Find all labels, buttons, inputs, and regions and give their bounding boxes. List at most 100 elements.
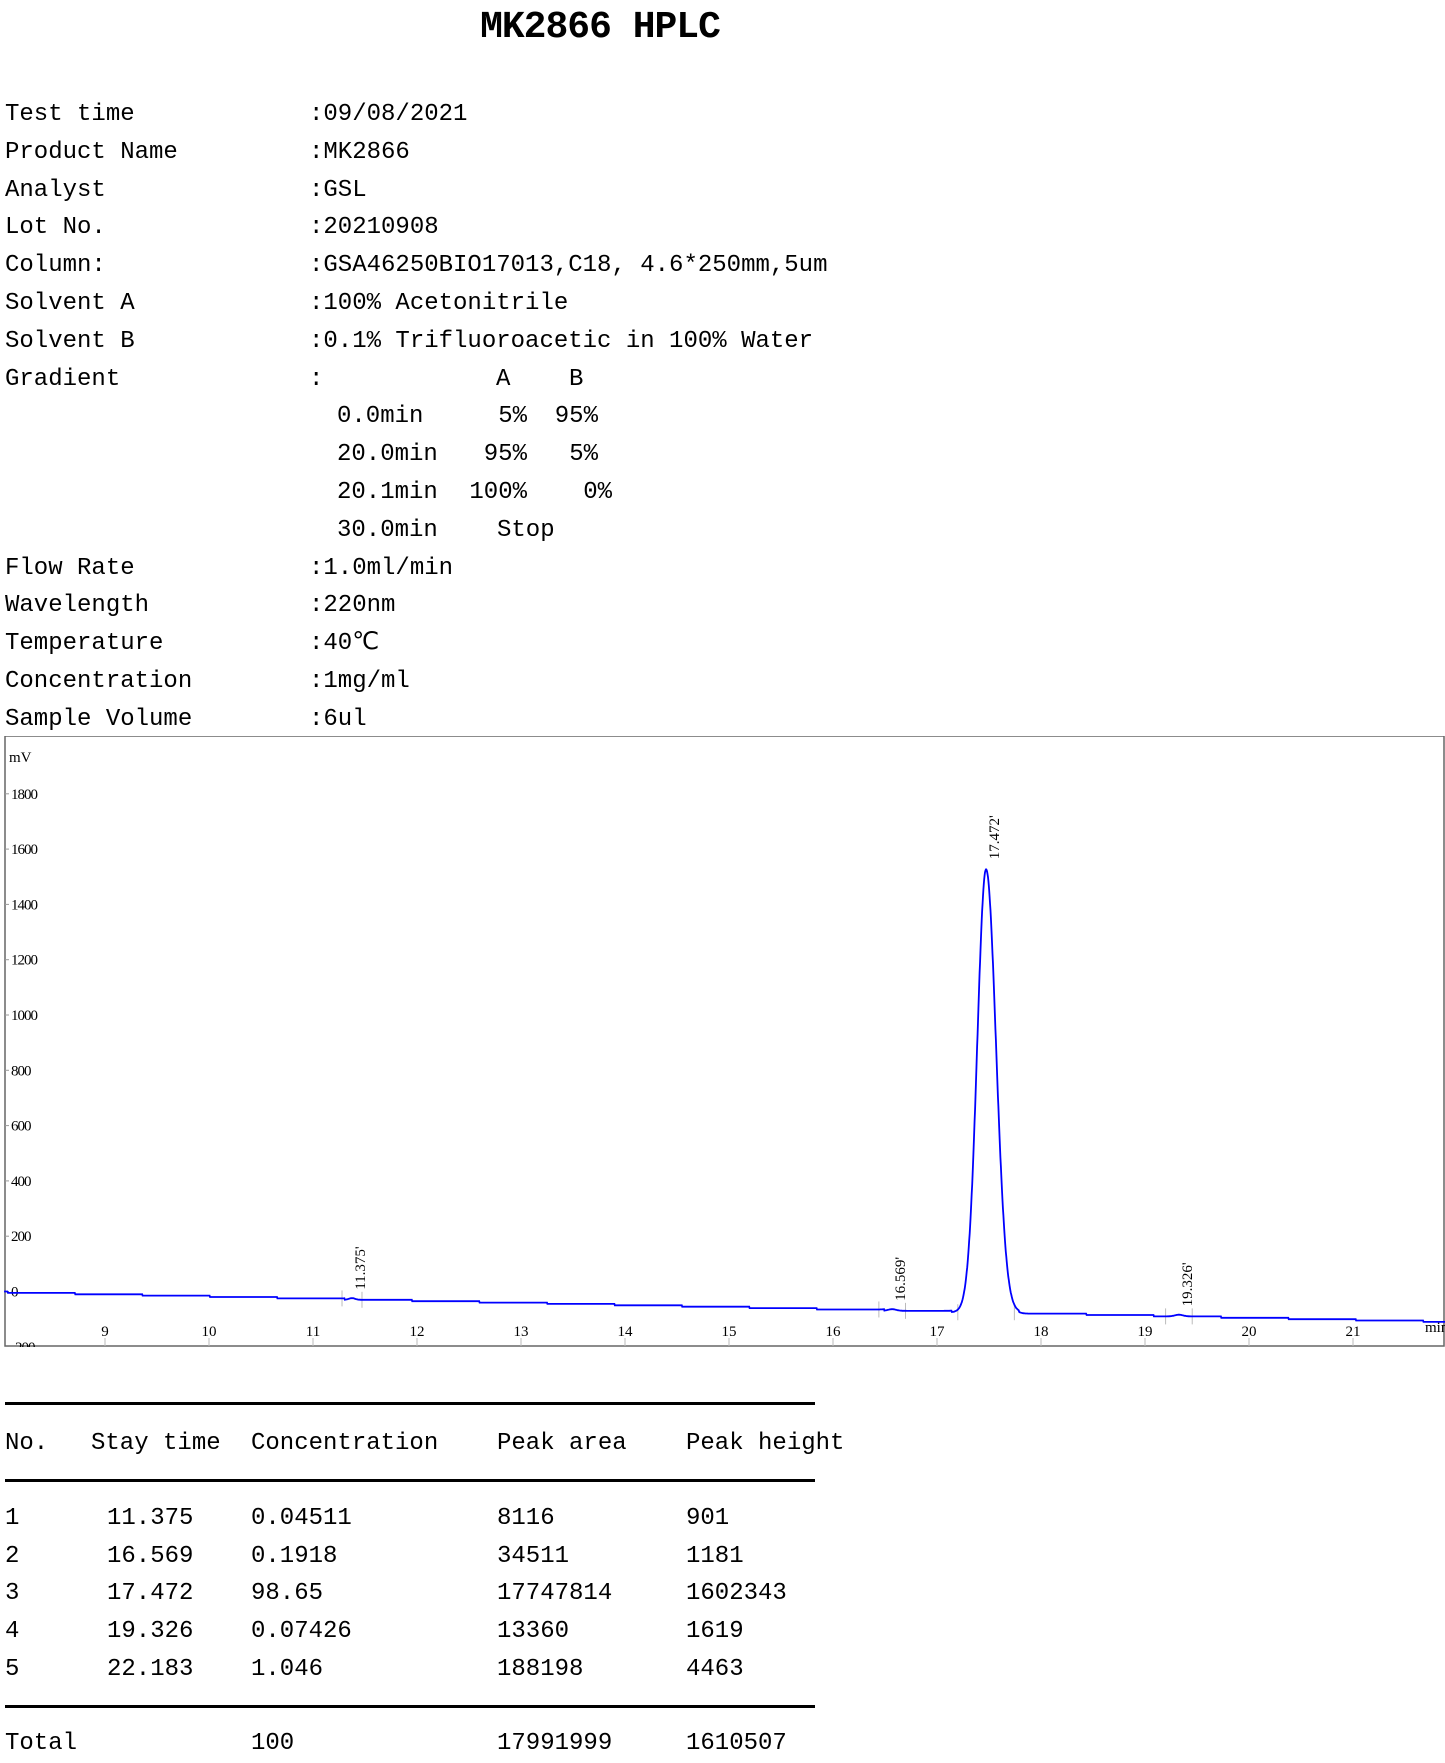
peak-label: 19.326': [1180, 1262, 1196, 1306]
peak-label: 16.569': [893, 1257, 909, 1301]
y-axis-label: mV: [9, 750, 32, 766]
cell-stay-time: 19.326: [107, 1618, 194, 1646]
cell-peak-area: 34511: [497, 1542, 570, 1570]
total-concentration: 100: [251, 1730, 295, 1757]
info-value: :MK2866: [309, 138, 410, 166]
cell-peak-height: 4463: [686, 1655, 744, 1683]
info-label: Gradient: [5, 365, 121, 393]
peak-label: 17.472': [987, 815, 1003, 859]
cell-concentration: 98.65: [251, 1580, 324, 1608]
total-peak-height: 1610507: [686, 1730, 787, 1757]
cell-peak-area: 8116: [497, 1505, 555, 1532]
cell-no: 5: [5, 1655, 20, 1683]
x-tick-label: 9: [101, 1324, 109, 1340]
x-tick-label: 21: [1346, 1324, 1361, 1340]
x-tick-label: 20: [1242, 1324, 1257, 1340]
cell-peak-area: 17747814: [497, 1580, 613, 1608]
cell-concentration: 0.07426: [251, 1618, 352, 1646]
info-value: :GSA46250BIO17013,C18, 4.6*250mm,5um: [309, 252, 828, 280]
y-tick-label: 400: [11, 1174, 31, 1190]
header-no: No.: [5, 1430, 49, 1457]
gradient-b: 0%: [583, 479, 612, 506]
info-label: Concentration: [5, 668, 193, 695]
y-tick-label: 1200: [11, 953, 38, 969]
y-tick-label: 1800: [11, 787, 38, 803]
x-tick-label: 14: [618, 1324, 634, 1340]
x-axis-label: min: [1425, 1320, 1445, 1336]
cell-concentration: 1.046: [251, 1655, 324, 1683]
info-label: Flow Rate: [5, 554, 135, 582]
x-tick-label: 11: [306, 1324, 320, 1340]
table-header-rule: [5, 1479, 815, 1482]
info-label: Solvent A: [5, 290, 135, 317]
report-title: MK2866 HPLC: [480, 6, 721, 49]
info-value: :100% Acetonitrile: [309, 290, 569, 317]
chromatogram-chart: 180016001400120010008006004002000-200910…: [4, 736, 1445, 1347]
y-tick-label: 200: [11, 1229, 31, 1245]
cell-no: 3: [5, 1580, 20, 1608]
cell-peak-height: 1602343: [686, 1580, 787, 1608]
peak-label: 11.375': [353, 1246, 369, 1290]
y-tick-label: 800: [11, 1063, 31, 1079]
info-label: Analyst: [5, 176, 106, 204]
cell-stay-time: 22.183: [107, 1655, 194, 1683]
gradient-a: 95%: [483, 441, 527, 469]
info-value: :1.0ml/min: [309, 554, 454, 582]
x-tick-label: 13: [514, 1324, 529, 1340]
info-value: :20210908: [309, 214, 439, 242]
gradient-header-a: A: [496, 365, 511, 393]
info-value: :220nm: [309, 592, 396, 620]
gradient-stop: Stop: [497, 516, 555, 544]
y-tick-label: 1400: [11, 897, 38, 913]
cell-peak-height: 1619: [686, 1618, 744, 1646]
info-label: Column:: [5, 252, 106, 280]
gradient-header-b: B: [569, 365, 584, 393]
cell-peak-height: 901: [686, 1505, 730, 1532]
x-tick-label: 15: [722, 1324, 737, 1340]
info-label: Sample Volume: [5, 705, 193, 733]
x-tick-label: 16: [826, 1324, 842, 1340]
gradient-b: 95%: [554, 403, 598, 431]
cell-peak-area: 188198: [497, 1655, 584, 1683]
info-label: Temperature: [5, 630, 164, 658]
cell-no: 1: [5, 1505, 20, 1532]
cell-no: 4: [5, 1618, 20, 1646]
chart-frame: [4, 736, 1445, 1347]
gradient-b: 5%: [569, 441, 598, 469]
info-label: Wavelength: [5, 592, 150, 620]
cell-peak-height: 1181: [686, 1542, 744, 1570]
info-label: Product Name: [5, 138, 178, 166]
info-value: :: [309, 365, 324, 393]
x-tick-label: 18: [1034, 1324, 1049, 1340]
gradient-time: 30.0min: [337, 516, 438, 544]
info-value: :6ul: [309, 705, 367, 733]
gradient-a: 5%: [498, 403, 527, 431]
total-label: Total: [5, 1730, 78, 1757]
cell-concentration: 0.1918: [251, 1542, 338, 1570]
gradient-time: 20.0min: [337, 441, 438, 469]
cell-stay-time: 16.569: [107, 1542, 194, 1570]
y-tick-label: 1000: [11, 1008, 38, 1024]
gradient-time: 0.0min: [337, 403, 424, 431]
y-tick-label: -200: [11, 1340, 35, 1347]
header-peak-height: Peak height: [686, 1430, 845, 1457]
header-peak-area: Peak area: [497, 1430, 627, 1457]
gradient-time: 20.1min: [337, 479, 438, 506]
cell-concentration: 0.04511: [251, 1505, 352, 1532]
total-peak-area: 17991999: [497, 1730, 613, 1757]
x-tick-label: 17: [930, 1324, 946, 1340]
cell-stay-time: 17.472: [107, 1580, 194, 1608]
header-concentration: Concentration: [251, 1430, 439, 1457]
info-value: :GSL: [309, 176, 367, 204]
cell-stay-time: 11.375: [107, 1505, 194, 1532]
table-top-rule: [5, 1402, 815, 1405]
x-tick-label: 10: [202, 1324, 217, 1340]
cell-no: 2: [5, 1542, 20, 1570]
table-bottom-rule: [5, 1705, 815, 1708]
x-tick-label: 12: [410, 1324, 425, 1340]
cell-peak-area: 13360: [497, 1618, 570, 1646]
info-value: :0.1% Trifluoroacetic in 100% Water: [309, 327, 814, 355]
y-tick-label: 600: [11, 1119, 31, 1135]
info-value: :40℃: [309, 630, 380, 658]
x-tick-label: 19: [1138, 1324, 1153, 1340]
